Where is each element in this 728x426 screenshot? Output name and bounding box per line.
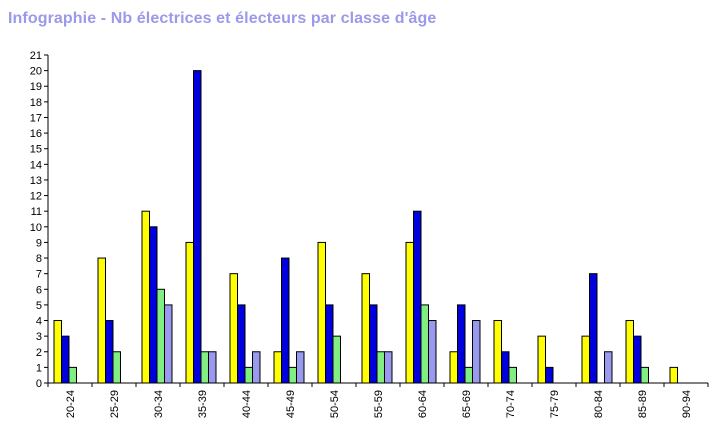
- y-tick-label: 12: [30, 191, 42, 203]
- bar: [229, 273, 238, 384]
- bar: [420, 304, 429, 384]
- y-tick-label: 4: [36, 316, 42, 328]
- bar: [508, 366, 517, 384]
- bar: [156, 288, 165, 384]
- x-tick-label: 60-64: [417, 390, 429, 418]
- bar: [625, 320, 634, 384]
- bar: [669, 366, 678, 384]
- y-tick-label: 10: [30, 222, 42, 234]
- bar: [604, 351, 613, 384]
- bar: [501, 351, 510, 384]
- x-tick-label: 50-54: [329, 390, 341, 418]
- bar: [296, 351, 305, 384]
- bar: [493, 320, 502, 384]
- y-tick-label: 5: [36, 300, 42, 312]
- x-tick-label: 80-84: [593, 390, 605, 418]
- bar: [141, 210, 150, 384]
- bar: [317, 241, 326, 384]
- bar: [237, 304, 246, 384]
- y-tick-label: 7: [36, 269, 42, 281]
- bar: [164, 304, 173, 384]
- bar: [589, 273, 598, 384]
- x-tick-label: 25-29: [109, 390, 121, 418]
- bar: [281, 257, 290, 384]
- bar: [208, 351, 217, 384]
- x-tick-label: 65-69: [461, 390, 473, 418]
- x-tick-label: 20-24: [65, 390, 77, 418]
- bar: [369, 304, 378, 384]
- bar: [193, 70, 202, 384]
- y-tick-label: 14: [30, 159, 42, 171]
- bar: [405, 241, 414, 384]
- bar: [273, 351, 282, 384]
- x-tick-label: 30-34: [153, 390, 165, 418]
- bar: [545, 366, 554, 384]
- bar: [68, 366, 77, 384]
- bar: [332, 335, 341, 384]
- bar: [384, 351, 393, 384]
- y-tick-label: 11: [31, 206, 42, 218]
- bar: [149, 226, 158, 384]
- y-tick-label: 0: [36, 378, 42, 390]
- bar: [252, 351, 261, 384]
- y-tick-label: 18: [30, 97, 42, 109]
- bar: [537, 335, 546, 384]
- y-tick-label: 2: [36, 347, 42, 359]
- bar: [581, 335, 590, 384]
- x-tick-label: 55-59: [373, 390, 385, 418]
- bar: [633, 335, 642, 384]
- bar: [112, 351, 121, 384]
- x-tick-label: 40-44: [241, 390, 253, 418]
- y-tick-label: 15: [30, 144, 42, 156]
- bar: [376, 351, 385, 384]
- x-tick-label: 90-94: [681, 390, 693, 418]
- y-tick-label: 19: [30, 81, 42, 93]
- y-tick-label: 20: [30, 66, 42, 78]
- x-tick-label: 35-39: [197, 390, 209, 418]
- y-tick-label: 17: [30, 112, 42, 124]
- x-tick-label: 45-49: [285, 390, 297, 418]
- bar: [200, 351, 209, 384]
- bar: [288, 366, 297, 384]
- x-tick-label: 75-79: [549, 390, 561, 418]
- bar: [413, 210, 422, 384]
- y-tick-label: 9: [36, 237, 42, 249]
- bar: [428, 320, 437, 384]
- bar: [61, 335, 70, 384]
- x-tick-label: 70-74: [505, 390, 517, 418]
- bar: [244, 366, 253, 384]
- y-tick-label: 13: [30, 175, 42, 187]
- bar: [640, 366, 649, 384]
- x-tick-label: 85-89: [637, 390, 649, 418]
- bar: [185, 241, 194, 384]
- y-tick-label: 3: [36, 331, 42, 343]
- y-tick-label: 1: [36, 362, 42, 374]
- y-tick-label: 6: [36, 284, 42, 296]
- y-tick-label: 21: [30, 50, 42, 62]
- y-tick-label: 8: [36, 253, 42, 265]
- bar: [457, 304, 466, 384]
- bar: [53, 320, 62, 384]
- bar: [97, 257, 106, 384]
- chart-title: Infographie - Nb électrices et électeurs…: [8, 10, 437, 27]
- bar: [105, 320, 114, 384]
- bar: [325, 304, 334, 384]
- y-tick-label: 16: [30, 128, 42, 140]
- bar: [472, 320, 481, 384]
- bar: [449, 351, 458, 384]
- bar: [464, 366, 473, 384]
- bar: [361, 273, 370, 384]
